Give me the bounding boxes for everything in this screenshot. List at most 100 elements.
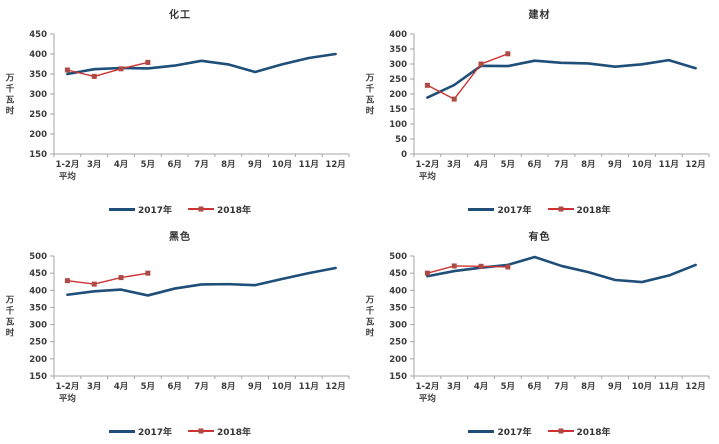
y-tick-label: 250 bbox=[29, 110, 47, 120]
chart-legend: 2017年 2018年 bbox=[360, 196, 719, 222]
y-axis-title-char: 瓦 bbox=[366, 96, 375, 106]
y-tick-label: 400 bbox=[29, 286, 47, 296]
legend-item-2018: 2018年 bbox=[188, 203, 251, 216]
legend-marker-2018-icon bbox=[558, 206, 563, 212]
legend-label-2017: 2017年 bbox=[137, 205, 172, 216]
x-tick-label: 7月 bbox=[554, 160, 568, 170]
legend-item-2017: 2017年 bbox=[468, 425, 532, 438]
y-tick-label: 150 bbox=[389, 105, 407, 115]
x-tick-label: 3月 bbox=[87, 160, 101, 170]
y-axis-title-char: 瓦 bbox=[6, 96, 15, 106]
series-marker-2018 bbox=[91, 281, 97, 287]
series-marker-2018 bbox=[478, 263, 484, 269]
x-tick-label: 4月 bbox=[114, 382, 128, 392]
x-tick-label: 12月 bbox=[325, 382, 345, 392]
y-tick-label: 400 bbox=[29, 50, 47, 60]
series-line-2018 bbox=[426, 265, 509, 274]
x-tick-label: 10月 bbox=[272, 160, 292, 170]
x-tick-label: 5月 bbox=[501, 160, 515, 170]
series-line-2017 bbox=[66, 266, 337, 297]
series-marker-2018 bbox=[451, 263, 457, 269]
y-tick-label: 350 bbox=[29, 70, 47, 80]
x-tick-label: 1-2月 bbox=[415, 382, 439, 392]
legend-item-2017: 2017年 bbox=[108, 425, 172, 438]
series-line-2017 bbox=[66, 52, 337, 76]
y-axis-title-char: 瓦 bbox=[366, 318, 375, 328]
x-tick-label: 11月 bbox=[299, 160, 319, 170]
y-axis-title-char: 万 bbox=[365, 296, 375, 306]
y-tick-label: 350 bbox=[389, 45, 407, 55]
x-tick-label: 12月 bbox=[685, 160, 705, 170]
legend-line-2017-icon bbox=[468, 429, 495, 433]
x-tick-label: 8月 bbox=[221, 382, 235, 392]
x-tick-label: 11月 bbox=[659, 160, 679, 170]
chart-panel-ferrous: 黑色 150 200 250 300 350 400 450 500 1-2月 平均 3月 4月 5月 6… bbox=[0, 222, 360, 444]
y-tick-label: 500 bbox=[389, 252, 407, 262]
y-axis-title-char: 时 bbox=[6, 328, 15, 339]
y-tick-label: 300 bbox=[389, 60, 407, 70]
y-tick-label: 300 bbox=[389, 321, 407, 331]
x-tick-label: 6月 bbox=[167, 160, 181, 170]
y-axis-title-char: 万 bbox=[5, 296, 15, 306]
y-tick-label: 150 bbox=[29, 372, 47, 382]
legend-label-2018: 2018年 bbox=[576, 427, 611, 438]
legend-line-2017-icon bbox=[468, 207, 495, 211]
y-tick-label: 150 bbox=[389, 372, 407, 382]
legend-item-2017: 2017年 bbox=[108, 203, 172, 216]
x-tick-label: 1-2月 bbox=[415, 160, 439, 170]
x-tick-label: 7月 bbox=[194, 382, 208, 392]
y-tick-label: 400 bbox=[389, 286, 407, 296]
legend-marker-2018-icon bbox=[558, 428, 563, 434]
y-axis-title-char: 时 bbox=[366, 106, 375, 117]
y-tick-label: 250 bbox=[389, 338, 407, 348]
x-tick-label: 3月 bbox=[447, 160, 461, 170]
y-tick-label: 0 bbox=[401, 150, 407, 160]
y-axis-title-char: 瓦 bbox=[6, 318, 15, 328]
x-tick-label: 6月 bbox=[167, 382, 181, 392]
chart-title-nonferrous: 有色 bbox=[528, 232, 551, 243]
series-marker-2018 bbox=[505, 264, 511, 270]
x-tick-label: 5月 bbox=[141, 382, 155, 392]
legend-marker-2018-icon bbox=[198, 428, 204, 434]
chart-legend: 2017年 2018年 bbox=[360, 418, 719, 444]
legend-label-2018: 2018年 bbox=[217, 427, 252, 438]
x-tick-label: 平均 bbox=[59, 393, 77, 404]
legend-label-2017: 2017年 bbox=[497, 205, 532, 216]
y-tick-label: 450 bbox=[29, 269, 47, 279]
x-tick-label: 平均 bbox=[419, 171, 437, 182]
y-axis-title-char: 千 bbox=[6, 84, 15, 95]
x-tick-label: 8月 bbox=[581, 382, 595, 392]
y-tick-label: 400 bbox=[389, 30, 407, 40]
chart-title-ferrous: 黑色 bbox=[169, 232, 191, 243]
x-tick-label: 7月 bbox=[554, 382, 568, 392]
y-tick-label: 350 bbox=[29, 303, 47, 313]
x-tick-label: 6月 bbox=[527, 382, 541, 392]
y-tick-label: 150 bbox=[29, 150, 47, 160]
y-tick-label: 250 bbox=[389, 75, 407, 85]
x-tick-label: 10月 bbox=[272, 382, 292, 392]
legend-line-2018-icon bbox=[188, 206, 214, 212]
y-axis-title-char: 千 bbox=[366, 306, 375, 317]
y-tick-label: 100 bbox=[389, 120, 407, 130]
x-tick-label: 3月 bbox=[447, 382, 461, 392]
x-tick-label: 平均 bbox=[59, 171, 77, 182]
x-tick-label: 5月 bbox=[501, 382, 515, 392]
x-tick-label: 4月 bbox=[474, 382, 488, 392]
series-marker-2018 bbox=[145, 270, 151, 276]
x-tick-label: 平均 bbox=[419, 393, 437, 404]
chart-legend: 2017年 2018年 bbox=[0, 418, 360, 444]
series-line-2017 bbox=[426, 58, 697, 99]
chart-legend: 2017年 2018年 bbox=[0, 196, 360, 222]
legend-item-2017: 2017年 bbox=[468, 203, 532, 216]
legend-line-2017-icon bbox=[108, 429, 135, 433]
x-tick-label: 7月 bbox=[194, 160, 208, 170]
y-axis-title-char: 万 bbox=[365, 74, 375, 84]
y-tick-label: 200 bbox=[29, 355, 47, 365]
legend-item-2018: 2018年 bbox=[188, 425, 251, 438]
x-tick-label: 1-2月 bbox=[55, 160, 79, 170]
x-tick-label: 10月 bbox=[632, 160, 652, 170]
legend-line-2018-icon bbox=[188, 428, 214, 434]
y-tick-label: 300 bbox=[29, 321, 47, 331]
